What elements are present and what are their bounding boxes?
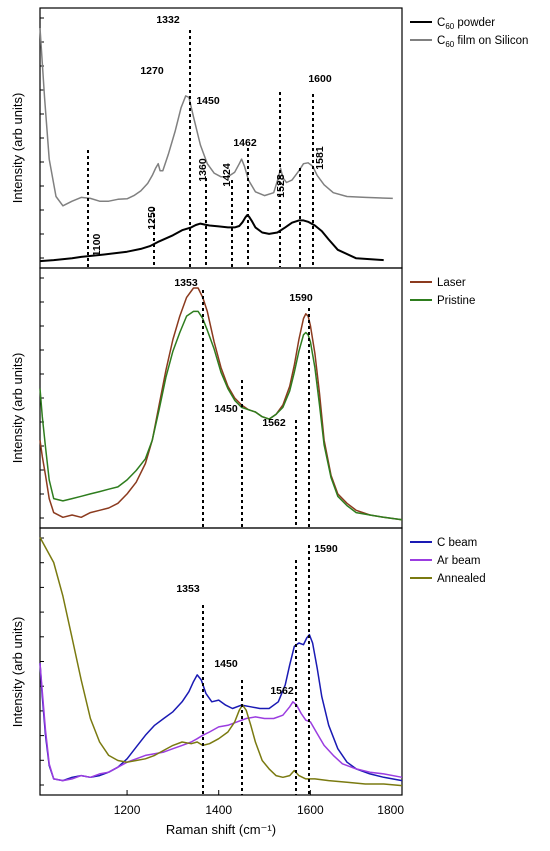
peak-annotation: 1353 — [176, 583, 200, 595]
series-line-c-beam — [39, 633, 403, 782]
peak-annotation: 1450 — [214, 658, 238, 670]
legend-label-rest: powder — [454, 17, 495, 29]
peak-annotation: 1270 — [140, 65, 164, 77]
peak-annotation: 1590 — [289, 292, 313, 304]
legend-label: C beam — [437, 537, 477, 549]
x-axis-label: Raman shift (cm⁻¹) — [166, 822, 276, 837]
legend-label-subscript: 60 — [445, 22, 454, 31]
peak-annotation: 1424 — [221, 163, 233, 187]
legend-label: Ar beam — [437, 555, 480, 567]
series-line-annealed — [39, 537, 403, 787]
peak-annotation: 1332 — [156, 14, 180, 26]
peak-annotation: 1360 — [197, 158, 209, 182]
x-tick-label: 1600 — [297, 803, 324, 817]
legend-label: C60 film on Silicon — [437, 35, 528, 49]
peak-annotation: 1450 — [196, 95, 220, 107]
peak-annotation: 1353 — [174, 277, 198, 289]
peak-annotation: 1581 — [314, 146, 326, 170]
legend-label-main: C — [437, 35, 445, 47]
peak-annotation: 1100 — [91, 233, 103, 256]
panel-1: 1332 1270 1450 1600 1462 1360 1424 1581 1528 1250… — [10, 7, 528, 269]
peak-annotation: 1528 — [275, 174, 287, 198]
series-line-c60-film-on-silicon — [39, 27, 393, 207]
x-tick-label: 1200 — [114, 803, 141, 817]
series-line-ar-beam — [39, 663, 403, 782]
y-axis-label: Intensity (arb units) — [10, 93, 25, 204]
panel-3: 1590 1353 1450 1562 Intensity (arb units) C b… — [10, 527, 486, 796]
legend-label: C60 powder — [437, 17, 495, 31]
plot-frame — [39, 267, 403, 529]
legend-label: Pristine — [437, 295, 475, 307]
legend-label-main: C — [437, 17, 445, 29]
peak-annotation: 1562 — [262, 417, 286, 429]
series-line-pristine — [39, 310, 403, 521]
plot-frame — [39, 7, 403, 269]
x-tick-label: 1800 — [377, 803, 404, 817]
legend-label: Annealed — [437, 573, 486, 585]
panel-2: 1353 1590 1450 1562 Intensity (arb units) Las… — [10, 267, 475, 529]
y-axis-label: Intensity (arb units) — [10, 353, 25, 464]
peak-annotation: 1250 — [146, 206, 158, 230]
peak-annotation: 1450 — [214, 403, 238, 415]
legend-label-rest: film on Silicon — [454, 35, 528, 47]
peak-annotation: 1590 — [314, 543, 338, 555]
y-axis-label: Intensity (arb units) — [10, 617, 25, 728]
series-line-c60-powder — [39, 214, 384, 263]
x-tick-label: 1400 — [205, 803, 232, 817]
legend-label: Laser — [437, 277, 466, 289]
series-line-laser — [39, 287, 403, 521]
peak-annotation: 1462 — [233, 137, 257, 149]
peak-annotation: 1600 — [308, 73, 332, 85]
peak-annotation: 1562 — [270, 685, 294, 697]
legend-label-subscript: 60 — [445, 40, 454, 49]
